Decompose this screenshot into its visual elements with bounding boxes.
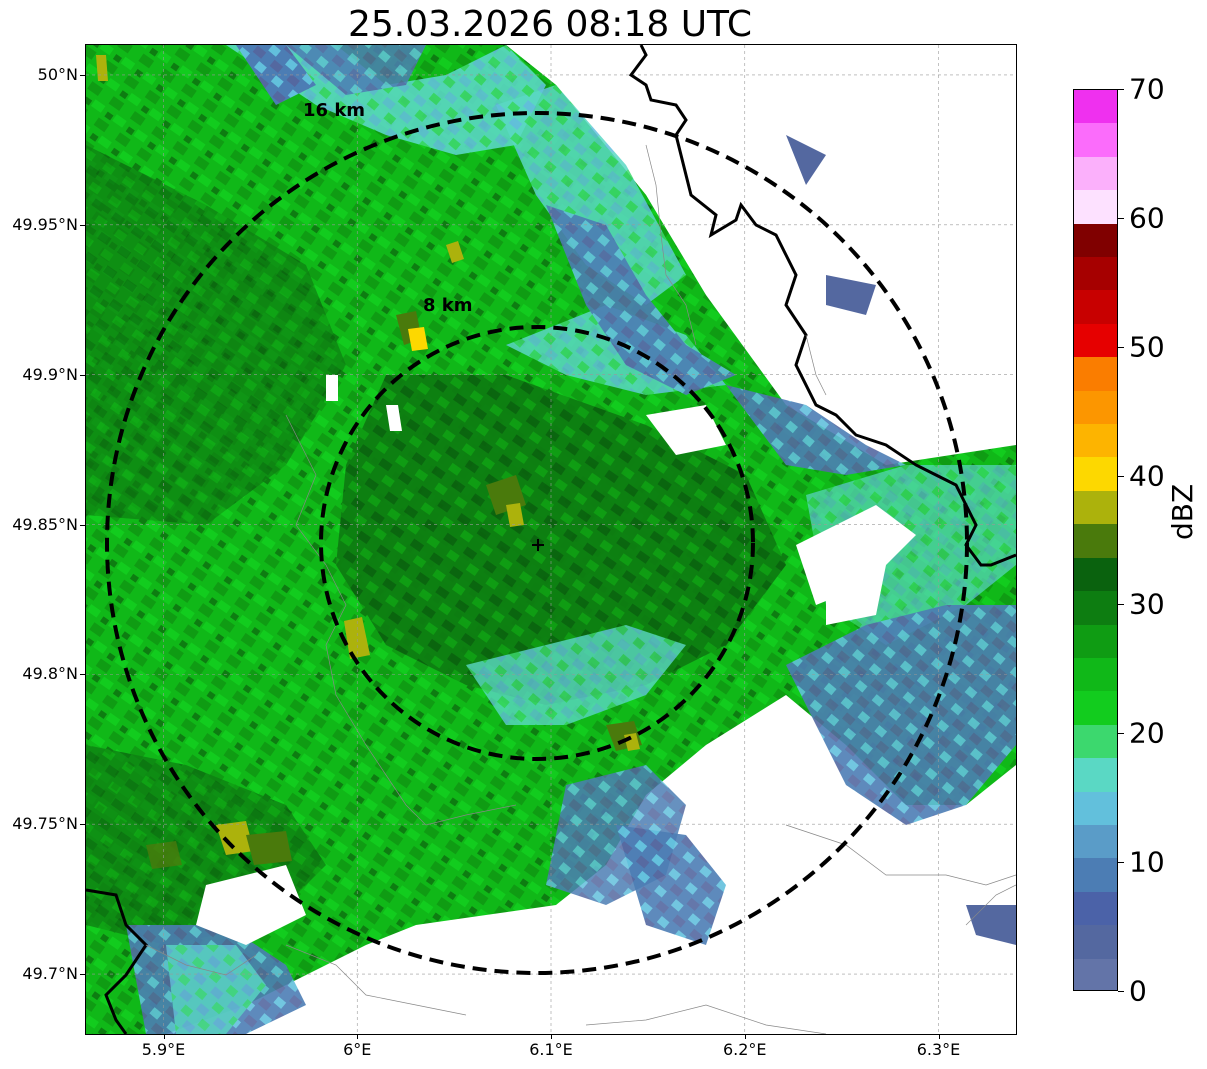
x-tick-mark: [744, 1034, 746, 1039]
colorbar-tick-mark: [1118, 346, 1124, 348]
radar-center-marker: [532, 539, 544, 551]
y-tick-mark: [80, 674, 85, 676]
y-tick-label: 49.8°N: [22, 664, 78, 684]
y-tick-mark: [80, 824, 85, 826]
x-tick-label: 6.2°E: [722, 1040, 767, 1059]
colorbar-tick-label: 30: [1129, 587, 1165, 621]
colorbar-segment: [1074, 357, 1117, 392]
colorbar-segment: [1074, 925, 1117, 960]
chart-title: 25.03.2026 08:18 UTC: [347, 4, 753, 45]
colorbar-segment: [1074, 90, 1117, 125]
colorbar-segment: [1074, 257, 1117, 292]
y-tick-mark: [80, 974, 85, 976]
colorbar-tick-label: 70: [1129, 72, 1165, 106]
colorbar-segment: [1074, 557, 1117, 593]
x-tick-mark: [163, 1034, 165, 1039]
colorbar-tick-mark: [1118, 604, 1124, 606]
range-ring-label-16km: 16 km: [303, 100, 366, 121]
y-tick-label: 49.75°N: [12, 814, 78, 834]
colorbar-segment: [1074, 824, 1117, 860]
colorbar-segment: [1074, 691, 1117, 726]
x-tick-label: 6.3°E: [916, 1040, 961, 1059]
colorbar-segment: [1074, 858, 1117, 893]
y-tick-label: 50°N: [37, 64, 78, 84]
x-tick-label: 5.9°E: [141, 1040, 186, 1059]
map-gridlines: [86, 45, 1016, 1034]
x-tick-label: 6.1°E: [529, 1040, 573, 1059]
y-tick-mark: [80, 224, 85, 226]
colorbar-segment: [1074, 390, 1117, 426]
y-tick-mark: [80, 524, 85, 526]
colorbar-segment: [1074, 791, 1117, 826]
colorbar-segment: [1074, 758, 1117, 793]
colorbar-segment: [1074, 624, 1117, 659]
range-ring-16km: [105, 111, 969, 975]
colorbar-segment: [1074, 290, 1117, 325]
colorbar-segment: [1074, 323, 1117, 359]
colorbar-tick-label: 60: [1129, 201, 1165, 235]
colorbar-segment: [1074, 123, 1117, 158]
colorbar-segment: [1074, 190, 1117, 225]
colorbar-label: dBZ: [1166, 483, 1199, 540]
colorbar-segment: [1074, 891, 1117, 927]
colorbar-segment: [1074, 457, 1117, 492]
range-ring-8km: [319, 325, 755, 761]
colorbar-segment: [1074, 223, 1117, 259]
colorbar-segment: [1074, 591, 1117, 626]
colorbar-tick-mark: [1118, 217, 1124, 219]
range-ring-label-8km: 8 km: [423, 295, 473, 316]
colorbar-tick-mark: [1118, 733, 1124, 735]
colorbar-tick-mark: [1118, 89, 1124, 90]
colorbar-tick-mark: [1118, 475, 1124, 477]
x-tick-mark: [357, 1034, 359, 1039]
colorbar-segment: [1074, 958, 1117, 990]
colorbar-tick-label: 10: [1129, 845, 1165, 879]
y-tick-label: 49.85°N: [12, 514, 78, 534]
colorbar-tick-label: 20: [1129, 716, 1165, 750]
colorbar-tick-mark: [1118, 991, 1124, 992]
colorbar-segment: [1074, 490, 1117, 526]
colorbar-segment: [1074, 424, 1117, 459]
colorbar-segment: [1074, 724, 1117, 760]
colorbar-tick-mark: [1118, 862, 1124, 864]
colorbar-segment: [1074, 524, 1117, 559]
y-tick-label: 49.95°N: [12, 214, 78, 234]
radar-map: [86, 45, 1016, 1034]
colorbar: [1073, 89, 1118, 991]
colorbar-tick-label: 50: [1129, 330, 1165, 364]
colorbar-tick-label: 0: [1129, 974, 1147, 1008]
colorbar-segment: [1074, 156, 1117, 192]
y-tick-mark: [80, 74, 85, 76]
y-tick-label: 49.9°N: [22, 364, 78, 384]
country-borders: [86, 45, 1016, 1034]
range-rings: [105, 111, 969, 975]
x-tick-label: 6°E: [343, 1040, 372, 1059]
y-tick-mark: [80, 374, 85, 376]
colorbar-segment: [1074, 657, 1117, 693]
colorbar-tick-label: 40: [1129, 459, 1165, 493]
x-tick-mark: [938, 1034, 940, 1039]
y-tick-label: 49.7°N: [22, 964, 78, 984]
x-tick-mark: [551, 1034, 552, 1039]
